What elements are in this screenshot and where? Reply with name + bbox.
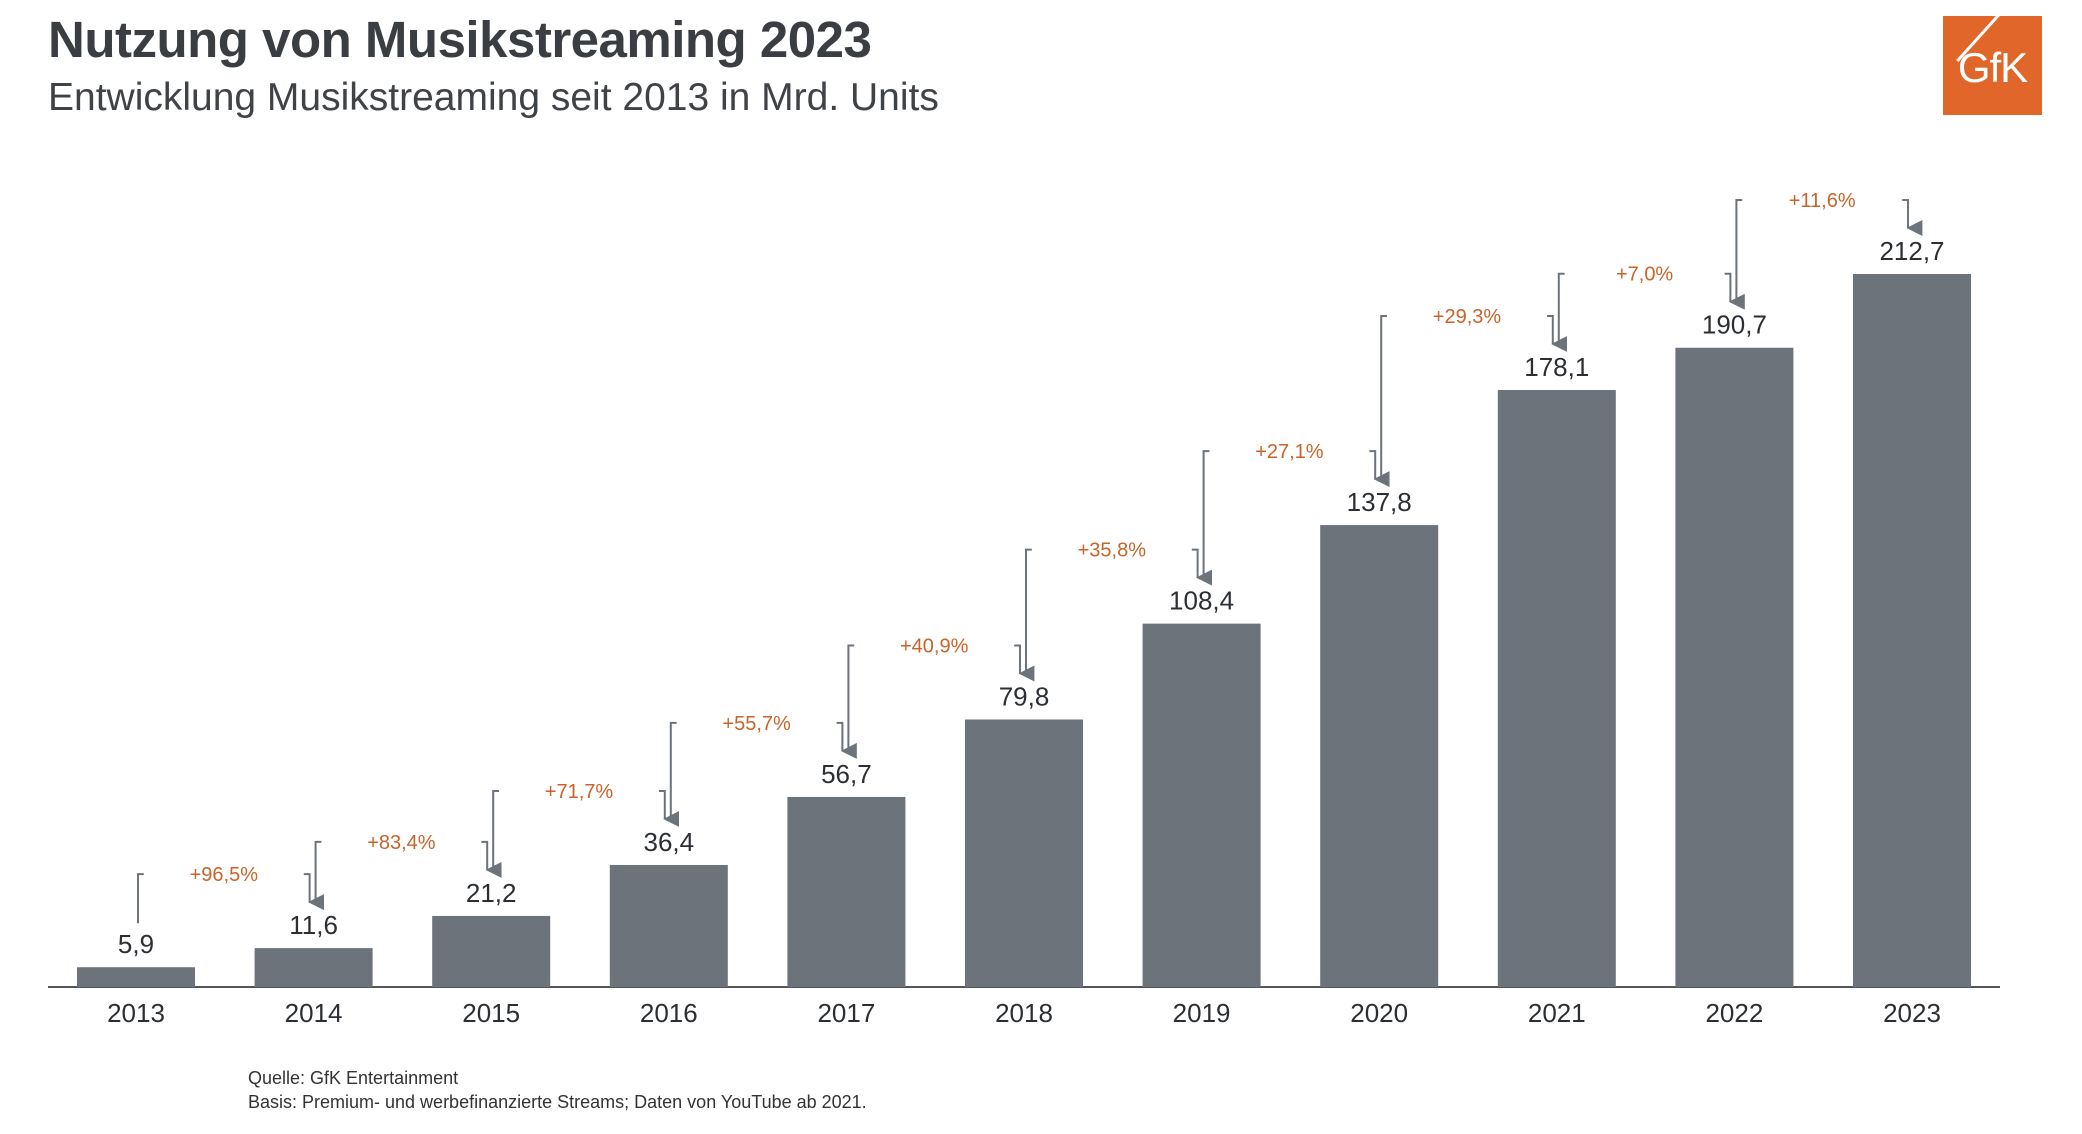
value-label-2013: 5,9 [118,929,154,959]
bar-2020 [1320,525,1439,987]
value-label-2019: 108,4 [1169,586,1234,616]
x-tick-2015: 2015 [462,998,520,1028]
value-label-2018: 79,8 [999,681,1050,711]
x-tick-2020: 2020 [1350,998,1408,1028]
value-label-2021: 178,1 [1524,352,1589,382]
value-label-2014: 11,6 [289,910,338,940]
growth-connector-right-1 [303,873,325,911]
bar-2013 [77,967,195,987]
chart-subtitle: Entwicklung Musikstreaming seit 2013 in … [48,76,939,119]
growth-label-2015: +83,4% [367,832,436,854]
logo-text: GfK [1957,44,2028,91]
x-tick-2021: 2021 [1528,998,1586,1028]
growth-label-2022: +7,0% [1616,264,1673,286]
bar-2019 [1142,623,1261,987]
growth-connector-left-7 [1202,450,1210,580]
growth-connector-left-10 [1735,199,1743,304]
growth-label-2020: +27,1% [1255,441,1324,463]
bar-2015 [432,915,551,987]
value-label-2022: 190,7 [1702,310,1767,340]
x-tick-2016: 2016 [640,998,698,1028]
bar-2021 [1497,389,1616,987]
chart-footer: Quelle: GfK Entertainment Basis: Premium… [248,1066,867,1114]
value-label-2023: 212,7 [1879,236,1944,266]
growth-label-2018: +40,9% [900,635,969,657]
growth-label-2023: +11,6% [1789,190,1856,212]
bar-2023 [1853,274,1971,987]
growth-label-2021: +29,3% [1433,306,1502,328]
value-label-2015: 21,2 [466,878,517,908]
growth-connector-right-4 [836,721,857,759]
growth-connector-right-3 [659,789,680,827]
growth-connector-right-2 [481,840,502,878]
growth-connector-left-5 [847,644,855,753]
value-label-2020: 137,8 [1347,487,1412,517]
growth-connector-right-5 [1014,644,1035,682]
bar-chart: 5,9 2013 11,6 2014 21,2 2015 36,4 2016 56,7 2017 7… [48,190,2000,1028]
bar-2022 [1675,347,1794,987]
growth-connector-left-8 [1380,314,1387,482]
growth-connector-right-10 [1902,199,1923,236]
bar-2016 [609,864,728,987]
x-tick-2022: 2022 [1705,998,1763,1028]
value-label-2017: 56,7 [821,759,872,789]
gfk-logo: GfK [1943,16,2042,115]
value-label-2016: 36,4 [643,827,694,857]
x-tick-2014: 2014 [285,998,343,1028]
bar-2017 [787,796,906,987]
growth-label-2016: +71,7% [545,781,614,803]
x-tick-2017: 2017 [817,998,875,1028]
x-tick-2018: 2018 [995,998,1053,1028]
source-note: Quelle: GfK Entertainment [248,1068,459,1088]
growth-connector-right-6 [1191,548,1212,586]
bar-2018 [965,719,1083,987]
growth-connector-left-4 [669,721,677,821]
growth-label-2019: +35,8% [1078,540,1147,562]
growth-connector-left-9 [1557,272,1565,346]
chart-title: Nutzung von Musikstreaming 2023 [48,11,872,68]
growth-connector-left-1 [137,873,144,924]
growth-connector-left-2 [314,840,322,905]
growth-connector-left-6 [1025,548,1032,676]
growth-connector-right-7 [1369,450,1390,488]
x-tick-2013: 2013 [107,998,165,1028]
basis-note: Basis: Premium- und werbefinanzierte Str… [248,1092,867,1112]
growth-connector-right-8 [1547,314,1568,352]
bar-2014 [254,948,373,987]
growth-connector-left-3 [492,789,499,872]
x-tick-2023: 2023 [1883,998,1941,1028]
growth-connector-right-9 [1724,272,1745,310]
x-tick-2019: 2019 [1173,998,1231,1028]
growth-label-2014: +96,5% [190,864,259,886]
growth-label-2017: +55,7% [722,713,791,735]
